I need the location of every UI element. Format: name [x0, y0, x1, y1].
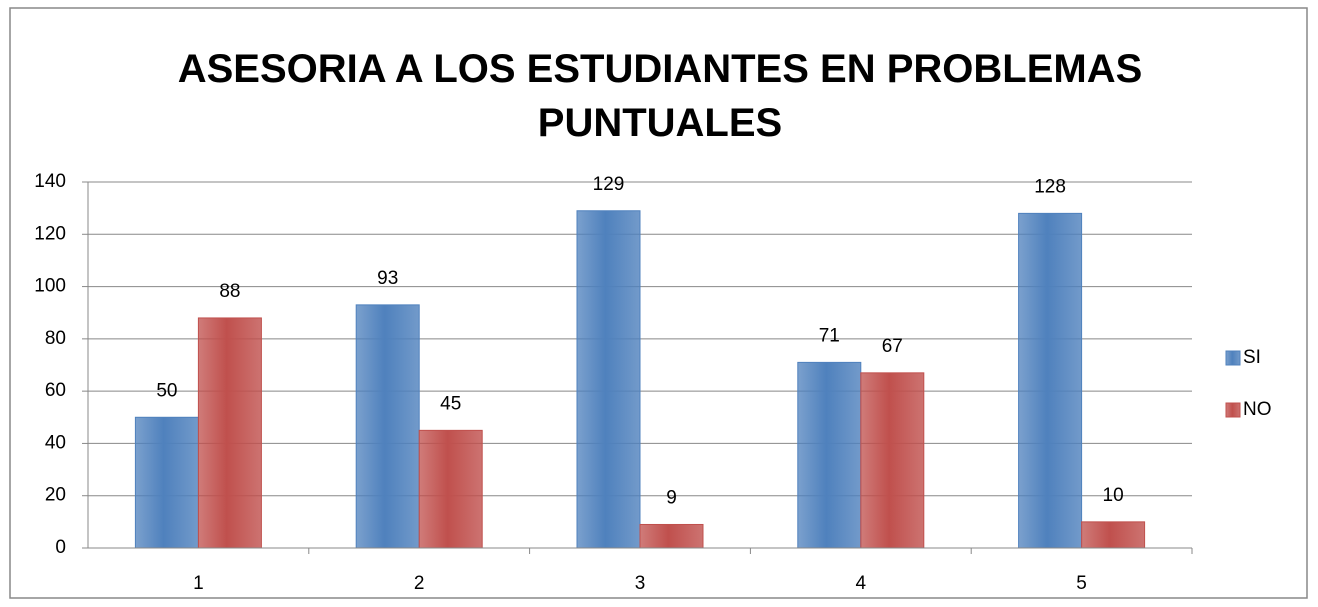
bar [1081, 521, 1146, 549]
data-label: 93 [377, 268, 398, 289]
legend-swatch [1225, 350, 1241, 366]
data-label: 50 [156, 380, 177, 401]
y-tick-label: 140 [34, 171, 66, 192]
x-tick-label: 4 [856, 573, 867, 594]
data-label: 71 [819, 325, 840, 346]
legend-label: NO [1243, 399, 1272, 420]
y-tick-label: 100 [34, 276, 66, 297]
data-label: 129 [593, 174, 625, 195]
bar [134, 416, 199, 549]
data-label: 9 [666, 487, 677, 508]
bar [576, 210, 641, 549]
x-tick-label: 1 [193, 573, 204, 594]
x-tick-label: 2 [414, 573, 425, 594]
y-tick-label: 120 [34, 223, 66, 244]
y-tick-label: 20 [45, 485, 66, 506]
x-tick-label: 3 [635, 573, 646, 594]
bar [418, 429, 483, 549]
legend-swatch [1225, 402, 1241, 418]
data-label: 45 [440, 393, 461, 414]
y-tick-label: 40 [45, 432, 66, 453]
y-tick-label: 80 [45, 328, 66, 349]
bar [797, 361, 862, 549]
bar [860, 372, 925, 549]
bar [1018, 212, 1083, 549]
legend-label: SI [1243, 347, 1261, 368]
data-label: 88 [219, 281, 240, 302]
bar [355, 304, 420, 549]
chart-title: ASESORIA A LOS ESTUDIANTES EN PROBLEMAS … [177, 47, 1143, 145]
bar [639, 523, 704, 549]
y-tick-label: 0 [55, 537, 66, 558]
x-tick-label: 5 [1076, 573, 1087, 594]
bar [197, 317, 262, 549]
y-tick-label: 60 [45, 380, 66, 401]
data-label: 67 [882, 336, 903, 357]
data-label: 128 [1034, 176, 1066, 197]
data-label: 10 [1103, 485, 1124, 506]
